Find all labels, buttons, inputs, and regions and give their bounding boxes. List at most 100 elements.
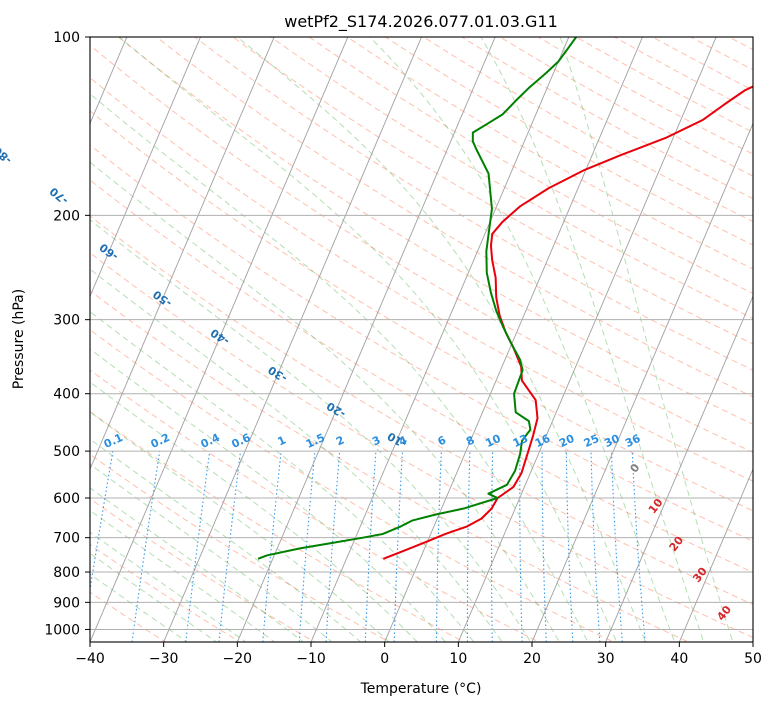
mixing-ratio-label: 2 [334,433,346,448]
isotherm-line [236,37,496,642]
moist-adiabat-line [90,219,532,642]
dry-adiabat-line [308,37,753,294]
y-tick-label: 800 [53,565,80,581]
dry-adiabat-line [155,37,753,398]
mixing-ratio-label: 36 [623,432,643,450]
isotherm-line [0,10,65,654]
dewpoint-profile [257,37,578,560]
x-tick-label: 50 [744,651,762,667]
mixing-ratio-line [541,451,547,642]
mixing-ratio-label: 20 [557,432,577,450]
dry-adiabat-label: -70 [47,184,71,207]
isotherm-line [90,37,128,125]
mixing-ratio-label: 0.2 [149,431,172,451]
isotherm-line [90,37,349,642]
mixing-ratio-label: 16 [533,432,553,450]
moist-adiabat-line [90,438,362,642]
dry-adiabat-line [537,37,753,155]
dry-adiabat-line [90,369,540,642]
moist-adiabat-line [90,161,560,642]
moist-adiabat-line [369,37,676,642]
x-tick-label: 20 [523,651,541,667]
isotherm-line [605,295,753,642]
dry-adiabat-label: -20 [324,399,348,421]
moist-adiabat-line [90,268,503,642]
mixing-ratio-line [298,451,316,642]
dry-adiabat-line [90,252,753,639]
mixing-ratio-line [519,451,523,642]
axes: −40 −30 −20 −10 0 10 20 30 40 5010020030040050060… [44,30,762,667]
isotherm-line [752,640,753,642]
dry-adiabat-line [193,37,753,371]
dry-adiabat-line [384,37,753,246]
moist-adiabat-line [118,37,618,642]
y-axis-label: Pressure (hPa) [11,289,27,389]
moist-adiabat-line [90,411,390,642]
isotherm-line [163,37,422,642]
moist-adiabat-line [90,552,218,642]
mixing-ratio-label: 6 [436,433,449,448]
moist-adiabat-line [90,381,418,642]
dry-adiabat-line [460,37,753,200]
dry-adiabat-line [422,37,753,223]
dry-adiabat-line [499,37,753,177]
x-tick-label: −40 [75,651,105,667]
y-tick-label: 600 [53,491,80,507]
y-tick-label: 700 [53,531,80,547]
moist-adiabat-line [90,463,333,642]
moist-adiabat-line [90,311,475,642]
mixing-ratio-label: 3 [370,433,382,448]
dry-adiabat-line [90,591,167,642]
isotherm-line [310,37,570,642]
mixing-ratio-label: 0.6 [229,431,252,451]
y-tick-label: 1000 [44,622,80,638]
x-tick-label: 10 [449,651,467,667]
mixing-ratio-label: 10 [483,432,503,450]
isotherm-line [457,37,717,642]
isotherm-line [90,37,275,471]
x-tick-label: −10 [296,651,326,667]
dry-adiabat-label: -30 [266,363,290,385]
x-tick-label: −20 [223,651,253,667]
dry-adiabat-line [90,453,391,642]
mixing-ratio-label: 25 [582,432,601,450]
moist-adiabat-label: 30 [690,565,710,585]
x-tick-label: 40 [670,651,688,667]
moist-adiabat-line [90,573,189,642]
mixing-ratio-line [491,451,494,642]
dry-adiabat-line [90,110,753,512]
profile-lines [257,37,753,560]
dry-adiabat-label: -40 [208,326,232,348]
dry-adiabat-line [651,37,753,91]
x-tick-label: 30 [597,651,615,667]
temperature-profile [382,85,753,560]
y-tick-label: 500 [53,444,80,460]
dry-adiabat-label: -50 [150,287,174,309]
isotherm-line [678,467,753,642]
moist-adiabat-line [90,509,276,642]
mixing-ratio-line [325,451,341,642]
dry-adiabat-line [727,37,753,51]
mixing-ratio-line [90,451,114,594]
dry-adiabat-line [117,37,753,425]
moist-adiabat-line [480,37,705,642]
dry-adiabat-line [90,290,690,642]
dry-adiabat-label: -80 [0,143,14,166]
dry-adiabat-line [90,498,316,642]
mixing-ratio-line [185,451,211,642]
moist-adiabat-line [90,487,305,642]
moist-adiabat-label: 0 [628,461,643,475]
mixing-ratio-label: 13 [511,432,530,450]
moist-adiabat-line [236,37,647,642]
x-axis-label: Temperature (°C) [360,681,482,697]
y-tick-label: 400 [53,387,80,403]
mixing-ratio-line [590,451,601,642]
moist-adiabat-line [559,37,734,642]
mixing-ratio-label: 0.4 [199,431,222,451]
chart-title: wetPf2_S174.2026.077.01.03.G11 [284,12,558,32]
moist-adiabat-label: 20 [667,534,687,554]
y-tick-label: 900 [53,595,80,611]
y-tick-label: 100 [53,30,80,46]
x-tick-label: 0 [380,651,389,667]
dry-adiabat-line [90,179,753,573]
